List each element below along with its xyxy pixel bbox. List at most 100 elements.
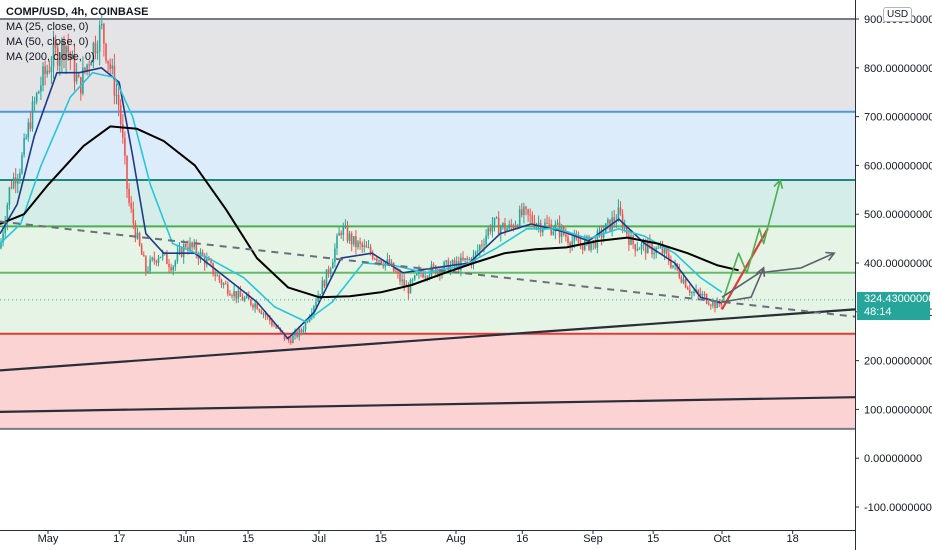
candle-body-338 — [710, 304, 712, 306]
y-tick-label-10: -100.00000000 — [864, 502, 932, 514]
ma50-legend[interactable]: MA (50, close, 0) — [6, 36, 89, 48]
candle-body-31 — [65, 46, 67, 60]
candle-body-18 — [38, 91, 40, 94]
green-projection-head — [773, 178, 784, 189]
candle-body-46 — [96, 51, 99, 54]
candle-body-174 — [365, 245, 368, 248]
x-tick-label-10: Oct — [713, 533, 730, 545]
x-tick-label-0: May — [38, 533, 59, 545]
candle-body-145 — [304, 321, 307, 330]
candle-body-155 — [325, 269, 328, 287]
candle-body-24 — [50, 66, 53, 73]
candle-body-103 — [216, 275, 219, 277]
candle-body-326 — [684, 279, 687, 288]
candle-body-196 — [411, 279, 414, 281]
candle-body-253 — [531, 215, 534, 223]
candle-body-72 — [151, 257, 153, 260]
candle-body-91 — [191, 242, 193, 248]
bar-countdown: 48:14 — [864, 306, 892, 318]
symbol-title[interactable]: COMP/USD, 4h, COINBASE — [6, 6, 149, 18]
candle-body-28 — [59, 58, 61, 66]
candle-body-226 — [474, 251, 477, 256]
price-zone-0 — [0, 19, 855, 112]
candle-body-85 — [178, 247, 181, 253]
candle-body-59 — [124, 137, 126, 156]
candle-body-190 — [399, 273, 401, 282]
candle-body-128 — [269, 316, 271, 321]
candle-body-66 — [138, 232, 141, 246]
candle-body-238 — [500, 227, 502, 234]
currency-badge[interactable]: USD — [883, 7, 913, 22]
candle-body-55 — [115, 94, 118, 96]
candle-body-186 — [390, 262, 393, 266]
candle-body-4 — [8, 187, 11, 205]
y-tick-label-3: 600.00000000 — [864, 160, 932, 172]
candle-body-53 — [111, 65, 114, 69]
candle-body-68 — [143, 254, 145, 257]
candle-body-206 — [432, 264, 435, 266]
candle-body-332 — [697, 290, 699, 293]
candle-body-242 — [508, 224, 510, 229]
candle-body-23 — [48, 70, 51, 73]
candle-body-35 — [73, 54, 76, 82]
candle-body-305 — [640, 243, 643, 249]
price-axis-panel — [855, 0, 932, 550]
candle-body-12 — [25, 137, 27, 139]
candle-body-259 — [544, 222, 546, 229]
candle-body-60 — [126, 155, 128, 189]
candle-body-50 — [105, 43, 107, 61]
candle-body-48 — [101, 23, 103, 26]
candle-body-258 — [542, 228, 544, 233]
candle-body-41 — [86, 64, 88, 71]
candle-body-126 — [264, 313, 267, 316]
candle-body-285 — [598, 229, 601, 232]
candle-body-57 — [119, 105, 122, 125]
candle-body-237 — [497, 217, 500, 234]
candle-body-111 — [233, 290, 235, 297]
candle-body-84 — [176, 252, 179, 262]
candle-body-215 — [451, 260, 454, 266]
candle-body-74 — [155, 260, 158, 263]
candle-body-247 — [518, 209, 521, 228]
candle-body-283 — [594, 240, 597, 248]
ma25-legend[interactable]: MA (25, close, 0) — [6, 21, 89, 33]
green-projection — [721, 179, 781, 304]
candle-body-143 — [300, 329, 303, 333]
candle-body-21 — [44, 66, 46, 75]
candle-body-13 — [27, 122, 30, 138]
candle-body-170 — [357, 241, 359, 248]
gray-curve-up — [721, 267, 765, 303]
candle-body-272 — [571, 241, 573, 247]
candle-body-317 — [665, 248, 668, 254]
candle-body-273 — [573, 236, 576, 242]
candle-body-106 — [222, 283, 225, 285]
gray-curve-right — [721, 252, 835, 298]
candle-body-168 — [353, 236, 355, 245]
candle-body-61 — [128, 188, 130, 203]
candle-body-289 — [607, 219, 609, 224]
ma200-legend[interactable]: MA (200, close, 0) — [6, 51, 95, 63]
candle-body-278 — [584, 239, 586, 250]
candle-body-3 — [6, 204, 9, 224]
candle-body-209 — [439, 269, 441, 275]
x-tick-label-1: 17 — [113, 533, 125, 545]
candle-body-69 — [145, 256, 147, 272]
y-tick-label-7: 200.00000000 — [864, 356, 932, 368]
candle-body-284 — [596, 231, 599, 248]
gray-curve-up-head — [756, 266, 766, 277]
candle-body-5 — [10, 187, 13, 189]
candle-body-234 — [491, 224, 494, 232]
candle-body-275 — [577, 238, 580, 244]
candle-body-83 — [174, 261, 177, 267]
candle-body-230 — [483, 244, 485, 246]
candle-body-157 — [329, 268, 332, 274]
candle-body-303 — [636, 248, 639, 251]
candle-body-127 — [266, 315, 269, 317]
candle-body-270 — [567, 236, 569, 243]
candle-body-82 — [172, 266, 174, 271]
candle-body-250 — [525, 206, 527, 210]
candle-body-164 — [344, 226, 347, 228]
candle-body-116 — [243, 297, 246, 301]
